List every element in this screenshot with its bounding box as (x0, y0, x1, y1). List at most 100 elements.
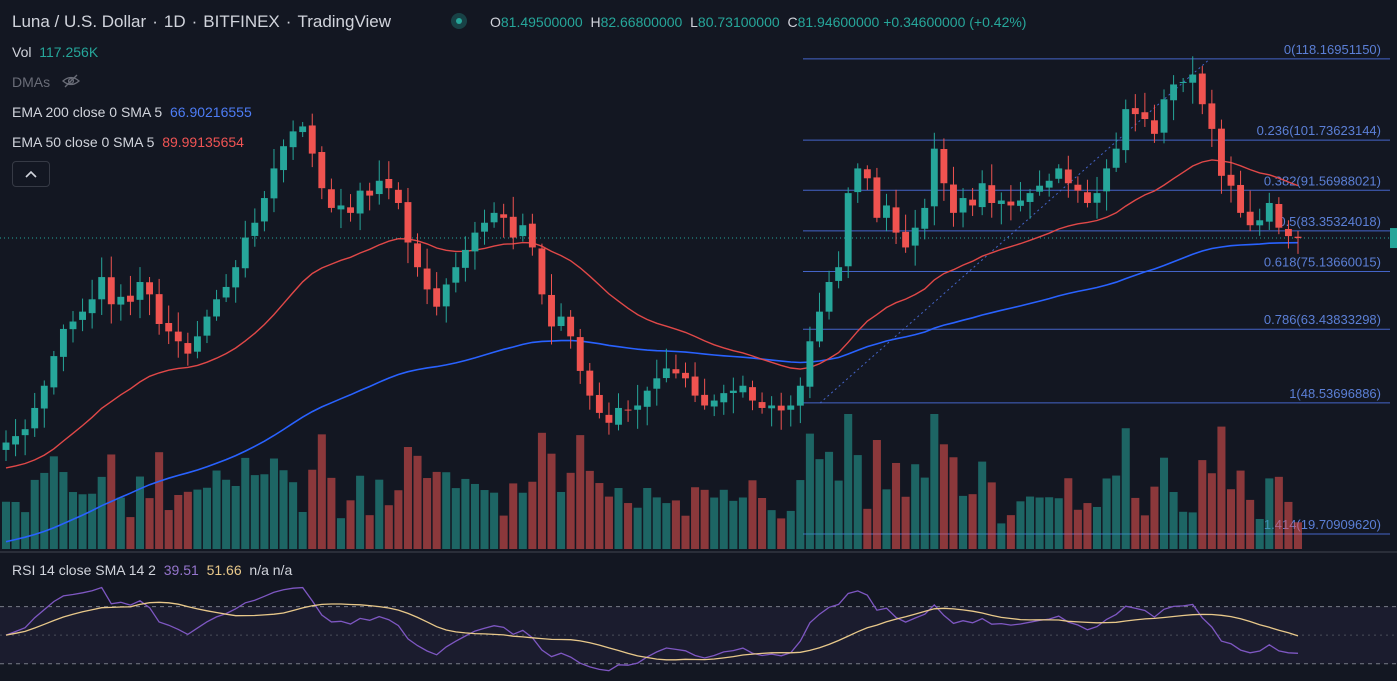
candle-body (1055, 168, 1063, 179)
candle-body (500, 214, 508, 218)
symbol-name[interactable]: Luna / U.S. Dollar (12, 12, 147, 31)
volume-bar (289, 482, 298, 549)
candle-body (40, 385, 48, 409)
volume-bar (643, 488, 652, 549)
volume-bar (384, 505, 393, 549)
volume-bar (145, 498, 154, 549)
volume-bar (1246, 499, 1255, 549)
volume-bar (547, 453, 556, 549)
candle-body (1170, 84, 1178, 101)
candle-body (375, 180, 383, 195)
volume-bar (930, 414, 939, 549)
candle-body (337, 205, 345, 210)
volume-bar (231, 485, 240, 549)
candle-body (835, 267, 843, 281)
volume-bar (1179, 511, 1188, 549)
candle-body (414, 243, 421, 268)
candle-body (1036, 185, 1044, 192)
ema200-legend[interactable]: EMA 200 close 0 SMA 5 66.90216555 (12, 104, 252, 120)
candle-body (79, 311, 87, 320)
candle-body (50, 356, 58, 388)
candle-body (184, 343, 192, 354)
volume-bar (135, 476, 145, 549)
volume-bar (1102, 478, 1111, 549)
volume-legend[interactable]: Vol 117.256K (12, 44, 99, 60)
volume-bar (97, 476, 106, 549)
candle-body (978, 183, 986, 208)
volume-bar (834, 480, 843, 549)
candle-body (107, 277, 115, 305)
candle-body (902, 231, 910, 248)
candle-body (442, 284, 450, 307)
volume-bar (1159, 457, 1169, 549)
candle-body (729, 390, 737, 394)
fib-label: 0(118.16951150) (1284, 42, 1381, 57)
volume-bar (939, 444, 948, 549)
candle-body (1208, 103, 1216, 129)
ema200-line (5, 241, 1299, 543)
volume-bar (566, 472, 575, 549)
candle-body (548, 294, 555, 327)
volume-bar (959, 495, 968, 549)
candle-body (720, 393, 728, 403)
volume-bar (327, 477, 336, 549)
candle-body (356, 190, 364, 214)
last-price-marker (1390, 228, 1397, 249)
volume-bar (1169, 492, 1178, 549)
eye-crossed-icon[interactable] (62, 72, 80, 90)
interval[interactable]: 1D (163, 12, 186, 31)
candle-body (241, 237, 249, 269)
candle-body (586, 370, 594, 396)
candle-body (481, 222, 488, 232)
volume-bar (49, 456, 58, 549)
price-change: +0.34600000 (+0.42%) (883, 14, 1027, 30)
candle-body (682, 372, 689, 379)
volume-bar (21, 512, 30, 549)
volume-bar (394, 490, 403, 549)
candle-body (1284, 228, 1292, 237)
volume-bar (1045, 497, 1054, 549)
dmas-legend[interactable]: DMAs (12, 74, 51, 90)
volume-bar (1006, 515, 1015, 549)
candle-body (174, 331, 182, 342)
volume-bar (413, 455, 422, 549)
volume-bar (1112, 475, 1121, 549)
candle-body (193, 336, 201, 352)
candle-body (768, 405, 776, 409)
volume-bar (691, 487, 700, 549)
ema50-legend[interactable]: EMA 50 close 0 SMA 5 89.99135654 (12, 134, 244, 150)
candle-body (883, 205, 890, 218)
candle-body (165, 323, 173, 332)
candle-body (394, 189, 402, 203)
volume-bar (126, 517, 135, 549)
volume-bar (298, 511, 307, 549)
candle-body (662, 368, 670, 379)
volume-bar (356, 475, 365, 549)
volume-bar (901, 496, 910, 549)
volume-bar (968, 494, 977, 549)
volume-bar (1217, 426, 1226, 549)
rsi-legend[interactable]: RSI 14 close SMA 14 2 39.51 51.66 n/a n/… (12, 562, 293, 578)
candle-body (327, 189, 335, 208)
volume-bar (729, 500, 738, 549)
volume-bar (432, 471, 441, 549)
volume-bar (59, 472, 68, 549)
market-status-icon[interactable] (451, 13, 467, 29)
volume-bar (1150, 486, 1159, 549)
volume-bar (748, 480, 757, 549)
volume-bar (624, 503, 633, 549)
candle-body (490, 212, 498, 223)
candle-body (270, 168, 278, 199)
candle-body (1045, 180, 1053, 188)
candle-body (385, 179, 393, 189)
volume-bar (499, 515, 508, 549)
candle-body (643, 390, 651, 407)
candle-body (806, 341, 814, 387)
volume-bar (652, 497, 661, 549)
volume-bar (987, 482, 996, 549)
candle-body (749, 387, 756, 401)
volume-bar (1131, 497, 1140, 549)
candle-body (528, 223, 536, 248)
collapse-legend-button[interactable] (12, 161, 50, 187)
